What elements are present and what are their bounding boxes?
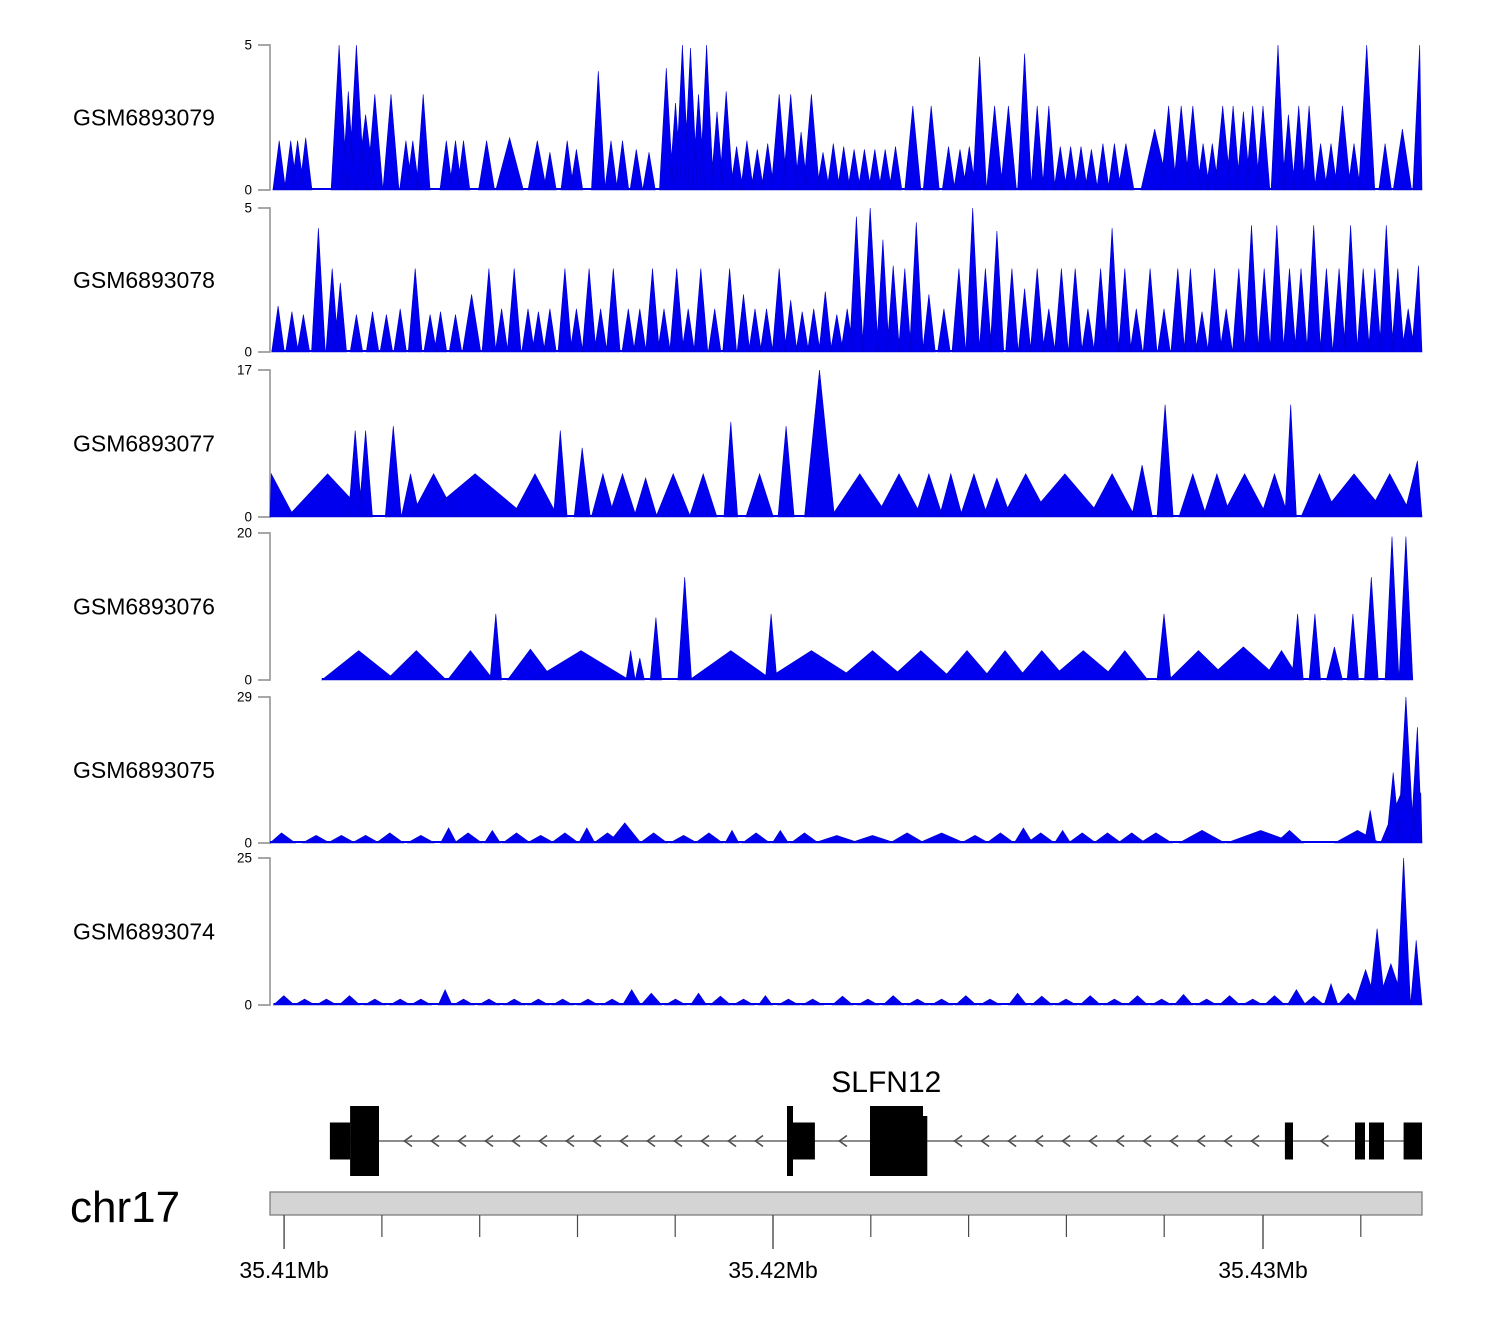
track-label: GSM6893075	[73, 757, 215, 783]
y-axis	[258, 207, 271, 353]
strand-arrow-left-icon	[592, 1134, 602, 1148]
exon-box	[1369, 1122, 1384, 1160]
coverage-area	[269, 696, 1423, 844]
chromosome-axis: 35.41Mb 35.42Mb 35.43Mb chr17	[70, 1183, 1423, 1283]
coverage-area	[269, 369, 1423, 518]
coverage-area	[320, 536, 1414, 681]
y-axis-max-label: 5	[244, 201, 252, 216]
strand-arrow-left-icon	[511, 1134, 521, 1148]
coverage-area	[272, 857, 1423, 1006]
position-tick-label: 35.41Mb	[239, 1257, 329, 1283]
position-tick-label: 35.43Mb	[1218, 1257, 1308, 1283]
exon-box	[350, 1106, 379, 1176]
exon-box	[1403, 1122, 1422, 1160]
strand-arrow-left-icon	[457, 1134, 467, 1148]
exon-box	[923, 1116, 928, 1176]
strand-arrow-left-icon	[727, 1134, 737, 1148]
strand-arrow-left-icon	[673, 1134, 683, 1148]
strand-arrow-left-icon	[619, 1134, 629, 1148]
strand-arrow-left-icon	[700, 1134, 710, 1148]
y-axis-zero-label: 0	[244, 998, 252, 1013]
coverage-area	[271, 207, 1423, 353]
coverage-track-GSM6893075: GSM6893075 29 0	[73, 690, 1423, 851]
y-axis	[258, 369, 271, 518]
exon-box	[793, 1122, 815, 1160]
y-axis-max-label: 29	[237, 690, 252, 705]
strand-arrow-left-icon	[1142, 1134, 1152, 1148]
coverage-track-GSM6893077: GSM6893077 17 0	[73, 363, 1423, 525]
coverage-area	[272, 44, 1423, 191]
strand-arrow-left-icon	[484, 1134, 494, 1148]
y-axis	[258, 44, 271, 191]
strand-arrow-left-icon	[1250, 1134, 1260, 1148]
y-axis-max-label: 20	[237, 526, 252, 541]
chromosome-name-label: chr17	[70, 1183, 180, 1232]
track-label: GSM6893074	[73, 919, 215, 945]
y-axis-max-label: 17	[237, 363, 252, 378]
strand-arrow-left-icon	[1007, 1134, 1017, 1148]
strand-arrow-left-icon	[565, 1134, 575, 1148]
coverage-track-GSM6893074: GSM6893074 25 0	[73, 851, 1423, 1013]
coverage-track-GSM6893076: GSM6893076 20 0	[73, 526, 1414, 688]
exon-box	[787, 1106, 793, 1176]
coverage-track-GSM6893079: GSM6893079 5 0	[73, 38, 1423, 198]
coverage-track-GSM6893078: GSM6893078 5 0	[73, 201, 1423, 360]
exon-box	[1284, 1122, 1293, 1160]
exon-box	[1355, 1122, 1365, 1160]
strand-arrow-left-icon	[430, 1134, 440, 1148]
y-axis-zero-label: 0	[244, 836, 252, 851]
track-label: GSM6893079	[73, 105, 215, 131]
strand-arrow-left-icon	[1319, 1134, 1329, 1148]
strand-arrow-left-icon	[838, 1134, 848, 1148]
y-axis	[258, 857, 271, 1006]
y-axis-max-label: 25	[237, 851, 252, 866]
chromosome-bar	[269, 1191, 1423, 1216]
exon-box	[870, 1106, 923, 1176]
gene-track-SLFN12: SLFN12	[329, 1066, 1422, 1176]
strand-arrow-left-icon	[1034, 1134, 1044, 1148]
y-axis	[258, 532, 271, 681]
strand-arrow-left-icon	[1169, 1134, 1179, 1148]
y-axis-max-label: 5	[244, 38, 252, 53]
exon-box	[329, 1122, 351, 1160]
strand-arrow-left-icon	[754, 1134, 764, 1148]
gene-name-label: SLFN12	[831, 1066, 941, 1099]
track-label: GSM6893077	[73, 431, 215, 457]
strand-arrow-left-icon	[1196, 1134, 1206, 1148]
strand-arrow-left-icon	[1061, 1134, 1071, 1148]
strand-arrow-left-icon	[953, 1134, 963, 1148]
strand-arrow-left-icon	[646, 1134, 656, 1148]
position-tick-label: 35.42Mb	[728, 1257, 818, 1283]
track-label: GSM6893076	[73, 594, 215, 620]
y-axis-zero-label: 0	[244, 183, 252, 198]
strand-arrow-left-icon	[1088, 1134, 1098, 1148]
strand-arrow-left-icon	[980, 1134, 990, 1148]
strand-arrow-left-icon	[1223, 1134, 1233, 1148]
strand-arrow-left-icon	[1115, 1134, 1125, 1148]
strand-arrow-left-icon	[403, 1134, 413, 1148]
y-axis	[258, 696, 271, 844]
y-axis-zero-label: 0	[244, 510, 252, 525]
track-label: GSM6893078	[73, 267, 215, 293]
strand-arrow-left-icon	[538, 1134, 548, 1148]
y-axis-zero-label: 0	[244, 673, 252, 688]
y-axis-zero-label: 0	[244, 345, 252, 360]
